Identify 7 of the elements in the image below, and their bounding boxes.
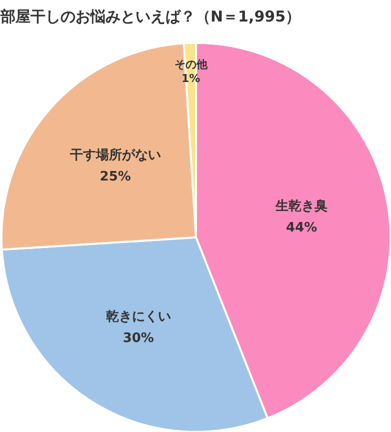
slice-label: 生乾き臭 (274, 199, 328, 214)
data-label: 25% (100, 170, 131, 185)
chart-title: 部屋干しのお悩みといえば？（N＝1,995） (0, 8, 300, 26)
slice-label: 乾きにくい (106, 310, 171, 325)
data-label: 44% (286, 220, 318, 236)
data-label: 30% (122, 331, 154, 346)
slice-label: 干す場所がない (68, 147, 161, 164)
